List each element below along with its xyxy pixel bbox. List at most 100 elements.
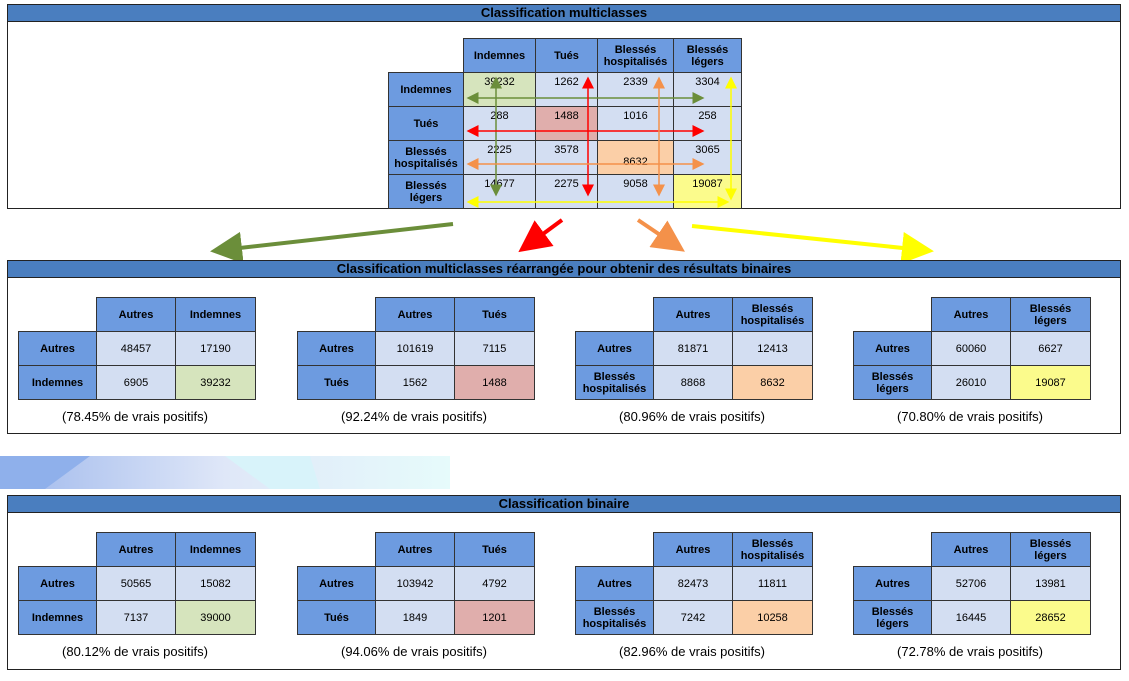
col-header: Indemnes <box>463 38 536 73</box>
col-header: Blessés légers <box>1010 297 1091 332</box>
matrix-cell: 39000 <box>175 600 256 635</box>
matrix-cell: 10258 <box>732 600 813 635</box>
matrix-cell: 6627 <box>1010 331 1091 366</box>
matrix-cell: 12413 <box>732 331 813 366</box>
col-header: Autres <box>931 297 1011 332</box>
matrix-cell: 26010 <box>931 365 1011 400</box>
matrix-cell: 50565 <box>96 566 176 601</box>
matrix-cell: 39232 <box>463 72 536 107</box>
binary-confusion-matrix: Autres Indemnes Autres 48457 17190 Indemnes 69… <box>18 297 256 400</box>
matrix-cell: 3065 <box>673 140 742 175</box>
true-positive-rate: (80.12% de vrais positifs) <box>62 644 208 659</box>
binary-confusion-matrix: Autres Indemnes Autres 50565 15082 Indemnes 71… <box>18 532 256 635</box>
row-header: Blessés hospitalisés <box>575 365 654 400</box>
true-positive-rate: (70.80% de vrais positifs) <box>897 409 1043 424</box>
panel-title: Classification multiclasses <box>8 5 1120 22</box>
matrix-cell: 7242 <box>653 600 733 635</box>
matrix-cell: 13981 <box>1010 566 1091 601</box>
row-header: Indemnes <box>18 600 97 635</box>
true-positive-rate: (80.96% de vrais positifs) <box>619 409 765 424</box>
col-header: Blessés hospitalisés <box>732 297 813 332</box>
matrix-cell: 39232 <box>175 365 256 400</box>
col-header: Indemnes <box>175 297 256 332</box>
matrix-cell: 1016 <box>597 106 674 141</box>
row-header: Autres <box>18 566 97 601</box>
matrix-cell: 11811 <box>732 566 813 601</box>
matrix-cell: 1262 <box>535 72 598 107</box>
col-header: Autres <box>96 532 176 567</box>
col-header: Autres <box>653 532 733 567</box>
matrix-cell: 1849 <box>375 600 455 635</box>
col-header: Autres <box>375 532 455 567</box>
matrix-cell: 8632 <box>732 365 813 400</box>
row-header: Blessés légers <box>388 174 464 209</box>
matrix-cell: 7115 <box>454 331 535 366</box>
true-positive-rate: (92.24% de vrais positifs) <box>341 409 487 424</box>
matrix-cell: 81871 <box>653 331 733 366</box>
matrix-cell: 2339 <box>597 72 674 107</box>
matrix-cell: 1201 <box>454 600 535 635</box>
matrix-cell: 9058 <box>597 174 674 209</box>
matrix-cell: 2275 <box>535 174 598 209</box>
binary-confusion-matrix: Autres Blessés légers Autres 60060 6627 Blessé… <box>853 297 1091 400</box>
panel-title: Classification binaire <box>8 496 1120 513</box>
col-header: Autres <box>653 297 733 332</box>
matrix-cell: 3578 <box>535 140 598 175</box>
col-header: Autres <box>96 297 176 332</box>
yellow-diverging-arrow <box>691 224 934 264</box>
multiclass-confusion-matrix: Indemnes Tués Blessés hospitalisés Blessé… <box>388 38 742 209</box>
matrix-cell: 28652 <box>1010 600 1091 635</box>
row-header: Tués <box>388 106 464 141</box>
panel-title: Classification multiclasses réarrangée p… <box>8 261 1120 278</box>
matrix-cell: 103942 <box>375 566 455 601</box>
matrix-cell: 19087 <box>673 174 742 209</box>
true-positive-rate: (78.45% de vrais positifs) <box>62 409 208 424</box>
matrix-cell: 288 <box>463 106 536 141</box>
matrix-cell: 15082 <box>175 566 256 601</box>
true-positive-rate: (72.78% de vrais positifs) <box>897 644 1043 659</box>
col-header: Tués <box>535 38 598 73</box>
matrix-cell: 16445 <box>931 600 1011 635</box>
row-header: Blessés hospitalisés <box>388 140 464 175</box>
matrix-cell: 8868 <box>653 365 733 400</box>
col-header: Autres <box>931 532 1011 567</box>
matrix-cell: 7137 <box>96 600 176 635</box>
orange-diverging-arrow <box>636 218 685 252</box>
row-header: Autres <box>297 566 376 601</box>
matrix-cell: 1488 <box>535 106 598 141</box>
row-header: Autres <box>297 331 376 366</box>
row-header: Blessés légers <box>853 600 932 635</box>
matrix-cell: 17190 <box>175 331 256 366</box>
decorative-strip <box>0 456 450 489</box>
row-header: Blessés hospitalisés <box>575 600 654 635</box>
col-header: Indemnes <box>175 532 256 567</box>
col-header: Tués <box>454 532 535 567</box>
matrix-cell: 3304 <box>673 72 742 107</box>
row-header: Indemnes <box>18 365 97 400</box>
binary-confusion-matrix: Autres Tués Autres 103942 4792 Tués 1849 1201 <box>297 532 535 635</box>
matrix-cell: 48457 <box>96 331 176 366</box>
true-positive-rate: (82.96% de vrais positifs) <box>619 644 765 659</box>
row-header: Autres <box>18 331 97 366</box>
true-positive-rate: (94.06% de vrais positifs) <box>341 644 487 659</box>
binary-confusion-matrix: Autres Blessés légers Autres 52706 13981 Bless… <box>853 532 1091 635</box>
row-header: Autres <box>575 566 654 601</box>
matrix-cell: 1488 <box>454 365 535 400</box>
matrix-cell: 52706 <box>931 566 1011 601</box>
matrix-cell: 82473 <box>653 566 733 601</box>
red-diverging-arrow <box>518 218 564 253</box>
col-header: Blessés légers <box>1010 532 1091 567</box>
binary-confusion-matrix: Autres Blessés hospitalisés Autres 82473 1181… <box>575 532 813 635</box>
matrix-cell: 8632 <box>597 140 674 175</box>
row-header: Indemnes <box>388 72 464 107</box>
matrix-cell: 6905 <box>96 365 176 400</box>
row-header: Autres <box>853 566 932 601</box>
matrix-cell: 4792 <box>454 566 535 601</box>
binary-confusion-matrix: Autres Blessés hospitalisés Autres 81871 1241… <box>575 297 813 400</box>
col-header: Autres <box>375 297 455 332</box>
matrix-cell: 14677 <box>463 174 536 209</box>
col-header: Blessés hospitalisés <box>732 532 813 567</box>
col-header: Tués <box>454 297 535 332</box>
green-diverging-arrow <box>210 222 454 264</box>
matrix-cell: 19087 <box>1010 365 1091 400</box>
